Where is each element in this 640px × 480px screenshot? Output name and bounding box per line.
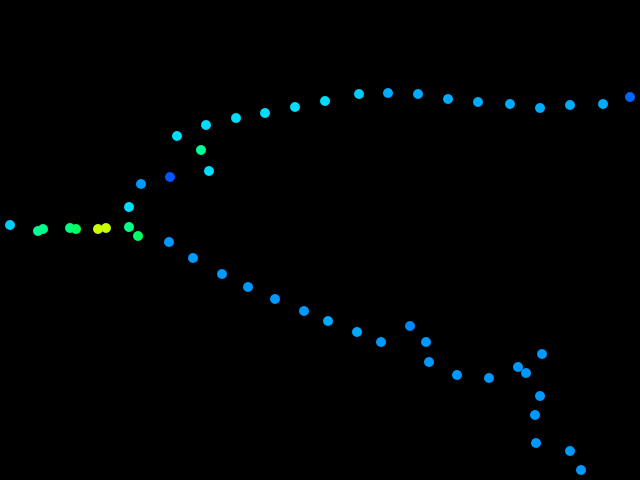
data-point <box>164 237 174 247</box>
data-point <box>204 166 214 176</box>
data-point <box>376 337 386 347</box>
data-point <box>576 465 586 475</box>
data-point <box>513 362 523 372</box>
data-point <box>484 373 494 383</box>
data-point <box>136 179 146 189</box>
data-point <box>535 391 545 401</box>
data-point <box>565 446 575 456</box>
data-point <box>299 306 309 316</box>
data-point <box>101 223 111 233</box>
data-point <box>405 321 415 331</box>
data-point <box>290 102 300 112</box>
data-point <box>530 410 540 420</box>
data-point <box>535 103 545 113</box>
data-point <box>383 88 393 98</box>
data-point <box>625 92 635 102</box>
data-point <box>320 96 330 106</box>
data-point <box>93 224 103 234</box>
data-point <box>260 108 270 118</box>
data-point <box>196 145 206 155</box>
data-point <box>537 349 547 359</box>
data-point <box>217 269 227 279</box>
data-point <box>133 231 143 241</box>
data-point <box>188 253 198 263</box>
data-point <box>352 327 362 337</box>
data-point <box>521 368 531 378</box>
data-point <box>165 172 175 182</box>
data-point <box>38 224 48 234</box>
data-point <box>231 113 241 123</box>
data-point <box>531 438 541 448</box>
data-point <box>270 294 280 304</box>
data-point <box>323 316 333 326</box>
data-point <box>172 131 182 141</box>
data-point <box>452 370 462 380</box>
data-point <box>243 282 253 292</box>
data-point <box>124 222 134 232</box>
data-point <box>565 100 575 110</box>
data-point <box>598 99 608 109</box>
data-point <box>354 89 364 99</box>
data-point <box>71 224 81 234</box>
data-point <box>5 220 15 230</box>
data-point <box>201 120 211 130</box>
data-point <box>473 97 483 107</box>
data-point <box>124 202 134 212</box>
data-point <box>413 89 423 99</box>
data-point <box>421 337 431 347</box>
data-point <box>505 99 515 109</box>
data-point <box>443 94 453 104</box>
data-point <box>424 357 434 367</box>
